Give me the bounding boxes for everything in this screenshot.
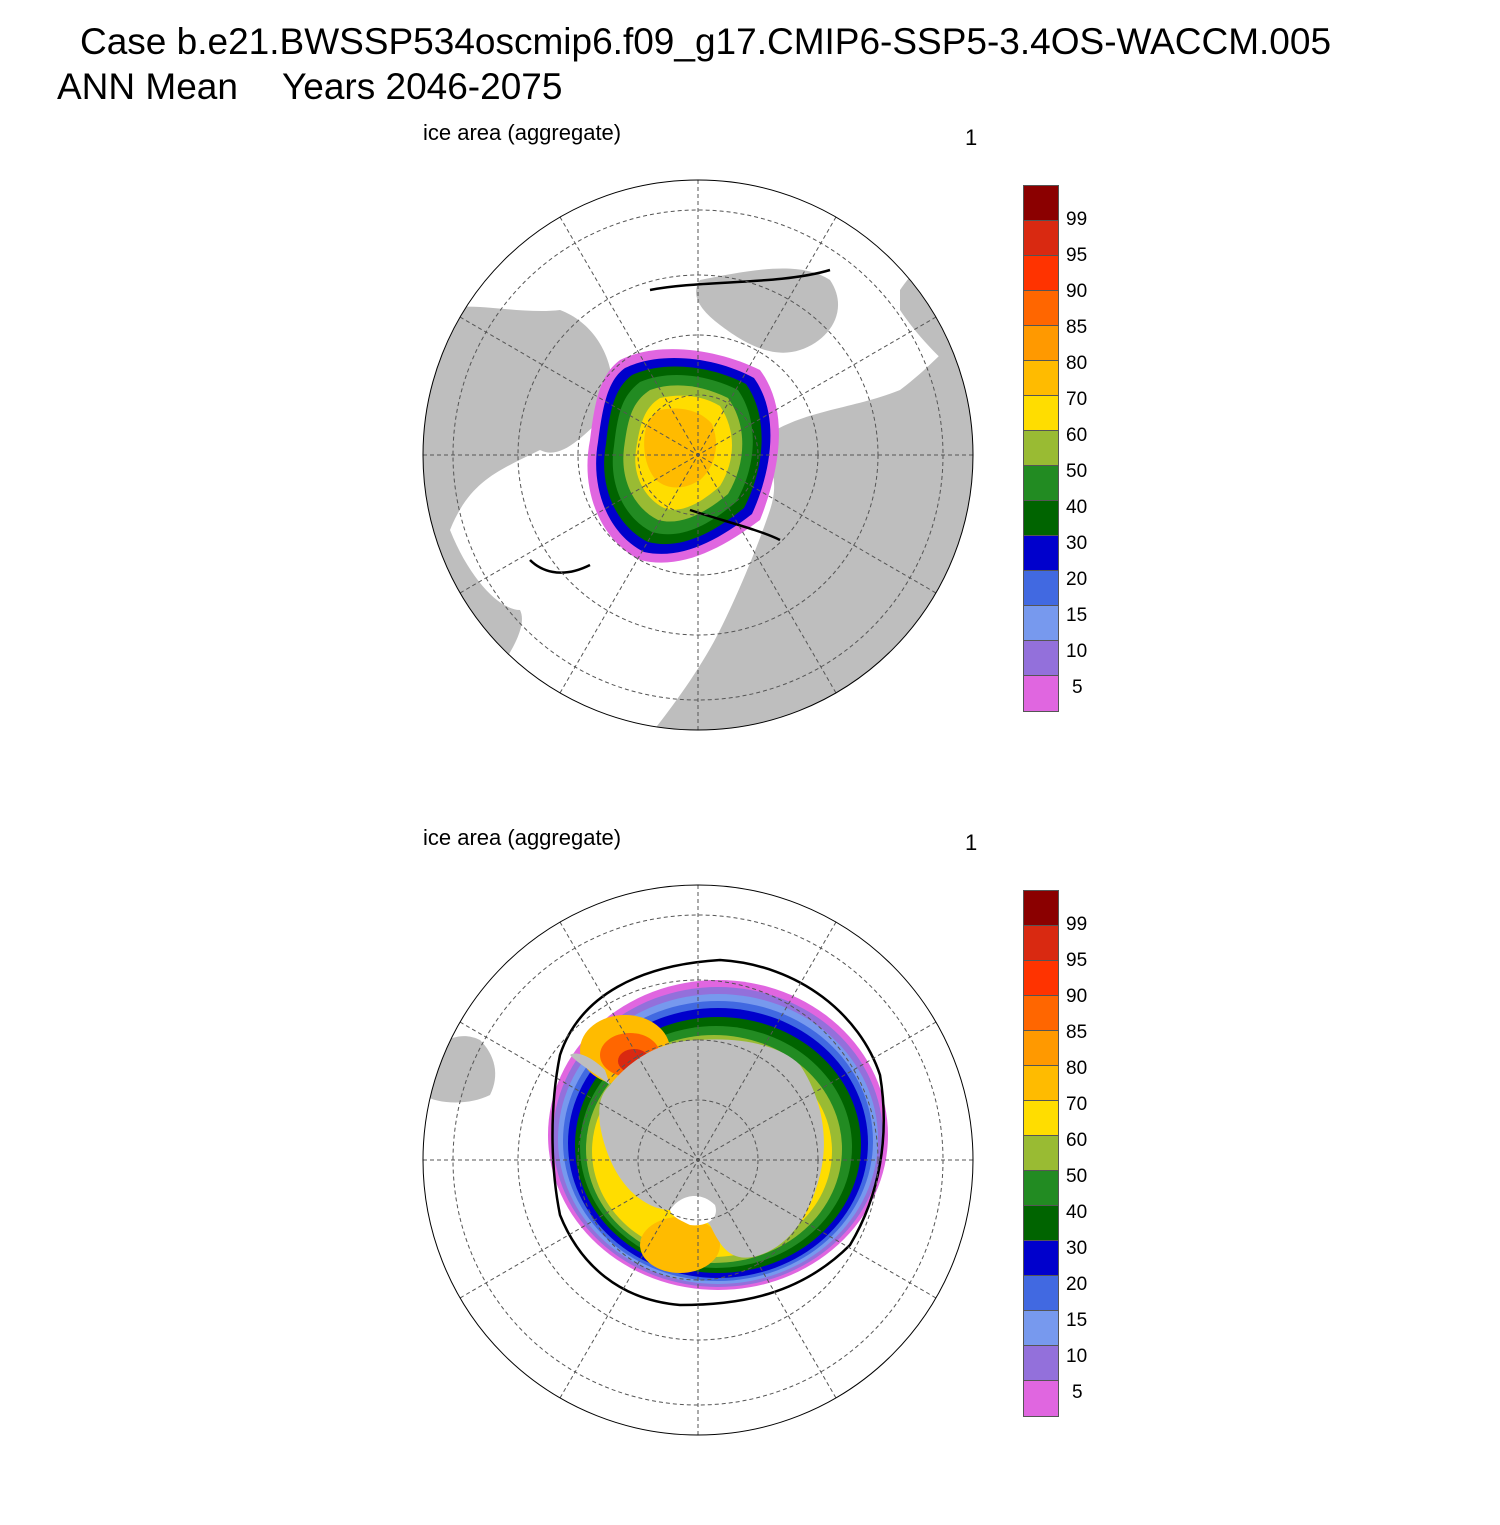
- colorbar-label: 90: [1066, 986, 1088, 1007]
- ice-ross-amber: [640, 1217, 720, 1273]
- ice-edge-line: [529, 268, 831, 574]
- colorbar-swatch: [1024, 891, 1058, 926]
- colorbar-swatch: [1024, 326, 1058, 361]
- colorbar-swatch: [1024, 1136, 1058, 1171]
- panel-south: ice area (aggregate) 1: [0, 815, 1500, 1525]
- colorbar-label: 40: [1066, 497, 1088, 518]
- colorbar-swatch: [1024, 926, 1058, 961]
- figure-subtitle: ANN Mean Years 2046-2075: [57, 67, 562, 107]
- colorbar-label: 70: [1066, 1094, 1088, 1115]
- colorbar-swatch: [1024, 1276, 1058, 1311]
- colorbar-swatch: [1024, 1031, 1058, 1066]
- colorbar-swatch: [1024, 1241, 1058, 1276]
- colorbar-label: 10: [1066, 1346, 1088, 1367]
- colorbar-swatch: [1024, 1206, 1058, 1241]
- colorbar-swatch: [1024, 996, 1058, 1031]
- colorbar-swatch: [1024, 961, 1058, 996]
- colorbar-label: 80: [1066, 1058, 1088, 1079]
- colorbar-swatch: [1024, 186, 1058, 221]
- colorbar-label: 70: [1066, 389, 1088, 410]
- colorbar-swatch: [1024, 221, 1058, 256]
- panel-north: ice area (aggregate) 1: [0, 110, 1500, 820]
- colorbar-label: 60: [1066, 425, 1088, 446]
- colorbar-swatch: [1024, 1381, 1058, 1416]
- colorbar-label: 90: [1066, 281, 1088, 302]
- panel-subtitle: ice area (aggregate): [423, 120, 622, 145]
- colorbar-label: 85: [1066, 317, 1088, 338]
- colorbar-label: 99: [1066, 914, 1088, 935]
- colorbar-swatch: [1024, 361, 1058, 396]
- colorbar-label: 30: [1066, 533, 1088, 554]
- colorbar-swatch: [1024, 396, 1058, 431]
- colorbar-swatch: [1024, 676, 1058, 711]
- south-polar-map: [422, 884, 974, 1436]
- colorbar-swatch: [1024, 431, 1058, 466]
- colorbar-label: 95: [1066, 245, 1088, 266]
- land-south-america: [423, 1036, 496, 1103]
- colorbar-label: 5: [1072, 677, 1083, 698]
- colorbar-swatch: [1024, 1346, 1058, 1381]
- colorbar-swatch: [1024, 1066, 1058, 1101]
- colorbar-swatch: [1024, 536, 1058, 571]
- colorbar-label: 40: [1066, 1202, 1088, 1223]
- colorbar-swatch: [1024, 291, 1058, 326]
- ice-edge-line: [551, 958, 885, 1307]
- land-antarctic-peninsula: [570, 1053, 610, 1085]
- colorbar-label: 99: [1066, 209, 1088, 230]
- colorbar-label: 60: [1066, 1130, 1088, 1151]
- colorbar-label: 15: [1066, 1310, 1088, 1331]
- land-antarctica: [599, 1039, 824, 1258]
- colorbar-label: 80: [1066, 353, 1088, 374]
- figure-title: Case b.e21.BWSSP534oscmip6.f09_g17.CMIP6…: [80, 21, 1332, 62]
- colorbar-swatch: [1024, 256, 1058, 291]
- land-greenland: [696, 268, 839, 353]
- colorbar-swatch: [1024, 466, 1058, 501]
- colorbar: [1023, 890, 1059, 1417]
- panel-scale-label: 1: [965, 125, 978, 150]
- colorbar-label: 20: [1066, 569, 1088, 590]
- panel-scale-label: 1: [965, 830, 978, 855]
- colorbar-label: 85: [1066, 1022, 1088, 1043]
- ice-shelf-ross: [670, 1195, 716, 1226]
- colorbar-swatch: [1024, 1101, 1058, 1136]
- colorbar-label: 50: [1066, 1166, 1088, 1187]
- season-label: ANN Mean: [57, 66, 238, 107]
- colorbar-label: 95: [1066, 950, 1088, 971]
- colorbar-label: 30: [1066, 1238, 1088, 1259]
- colorbar-label: 50: [1066, 461, 1088, 482]
- colorbar-swatch: [1024, 606, 1058, 641]
- colorbar-swatch: [1024, 1311, 1058, 1346]
- colorbar-swatch: [1024, 501, 1058, 536]
- colorbar-label: 5: [1072, 1382, 1083, 1403]
- colorbar-swatch: [1024, 641, 1058, 676]
- colorbar-label: 15: [1066, 605, 1088, 626]
- colorbar: [1023, 185, 1059, 712]
- panel-subtitle: ice area (aggregate): [423, 825, 622, 850]
- colorbar-swatch: [1024, 571, 1058, 606]
- years-label: Years 2046-2075: [281, 66, 563, 107]
- north-polar-map: [422, 179, 974, 731]
- colorbar-swatch: [1024, 1171, 1058, 1206]
- colorbar-label: 10: [1066, 641, 1088, 662]
- colorbar-label: 20: [1066, 1274, 1088, 1295]
